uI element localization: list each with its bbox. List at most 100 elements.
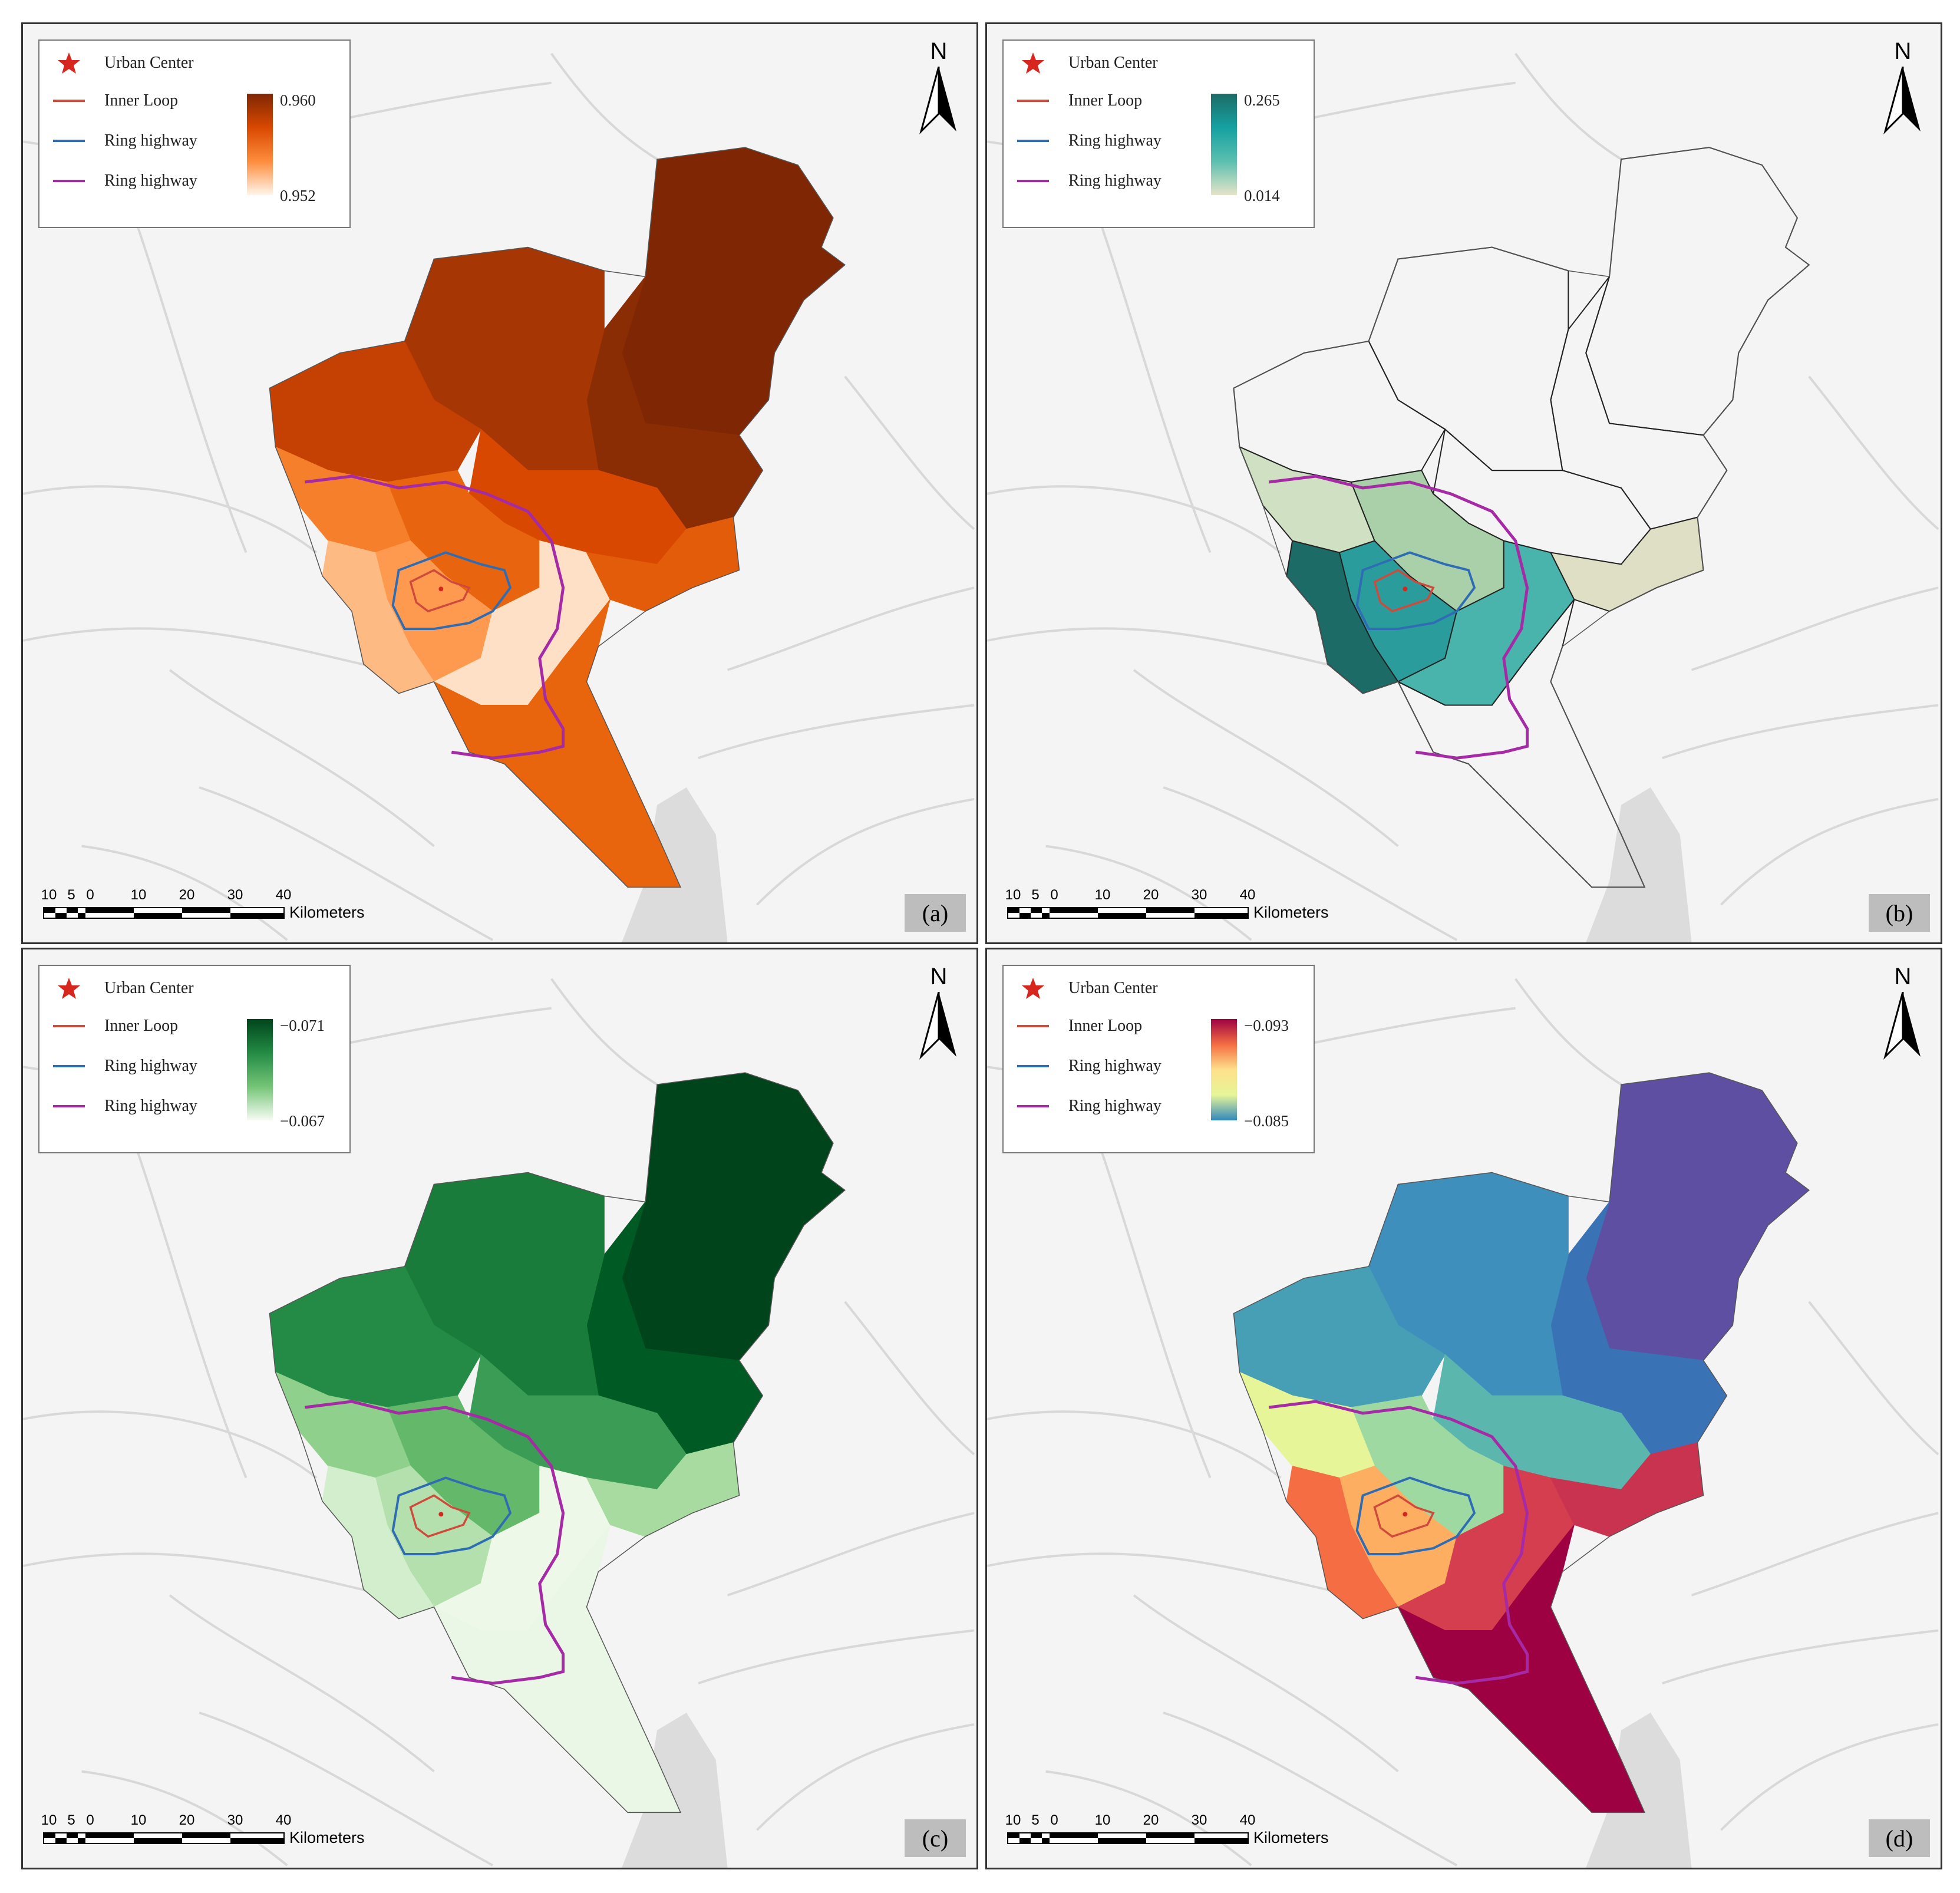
ring-highway-outer: [304, 1400, 565, 1685]
legend-item-ring-highway-inner: Ring highway: [51, 1054, 197, 1078]
legend-item-ring-highway-inner: Ring highway: [51, 129, 197, 153]
scale-bar: 10 5 0 10 20 30 40 Kilometers: [36, 1812, 390, 1854]
color-ramp: [1211, 1019, 1237, 1120]
ring-highway-outer: [1268, 1400, 1529, 1685]
north-arrow-icon: [1879, 991, 1926, 1063]
map-panel-d: Urban Center Inner Loop Ring highway Ring h…: [985, 948, 1942, 1869]
scale-tick-label: 5: [67, 1812, 75, 1828]
scale-tick-label: 5: [1031, 887, 1040, 903]
scale-tick-label: 20: [179, 887, 195, 903]
ramp-min-label: 0.952: [280, 187, 316, 205]
district-regions: [1233, 147, 1810, 888]
study-area-outline: [269, 1072, 846, 1813]
urban-center-marker: [438, 586, 444, 592]
legend-item-urban-center: Urban Center: [1015, 977, 1158, 1000]
legend-item-inner-loop: Inner Loop: [1015, 89, 1142, 113]
legend-label: Inner Loop: [104, 1017, 179, 1035]
scale-tick-label: 5: [1031, 1812, 1040, 1828]
ramp-min-label: −0.085: [1244, 1112, 1289, 1130]
ramp-min-label: −0.067: [280, 1112, 325, 1130]
scale-tick-label: 0: [86, 1812, 94, 1828]
star-icon: [1015, 977, 1051, 1000]
scale-tick-label: 40: [275, 1812, 292, 1828]
scale-bar: 10 5 0 10 20 30 40 Kilometers: [36, 887, 390, 928]
legend-item-inner-loop: Inner Loop: [51, 89, 178, 113]
scale-tick-label: 10: [1094, 1812, 1111, 1828]
estuary-water: [1586, 787, 1692, 942]
scale-tick-label: 20: [1143, 887, 1159, 903]
basemap-roads: [987, 978, 1939, 1868]
color-ramp: [247, 94, 273, 195]
scale-unit-label: Kilometers: [1253, 903, 1329, 921]
legend-label: Ring highway: [104, 131, 197, 150]
estuary-water: [622, 1713, 728, 1868]
basemap-roads: [23, 52, 975, 942]
scale-bar: 10 5 0 10 20 30 40 Kilometers: [1000, 1812, 1354, 1854]
scale-tick-label: 10: [41, 1812, 57, 1828]
legend-label: Ring highway: [104, 172, 197, 190]
legend-item-ring-highway-outer: Ring highway: [1015, 1094, 1162, 1118]
district-regions: [269, 147, 846, 888]
estuary-water: [1586, 1713, 1692, 1868]
scale-bar-graphic: [1007, 907, 1249, 919]
north-label: N: [1894, 964, 1912, 990]
district-region: [1585, 1072, 1810, 1361]
scale-unit-label: Kilometers: [289, 1829, 365, 1846]
scale-tick-label: 30: [1191, 1812, 1207, 1828]
scale-tick-label: 0: [86, 887, 94, 903]
ring-highway-inner: [391, 1476, 512, 1556]
line-symbol-icon: [51, 89, 87, 113]
scale-tick-label: 40: [275, 887, 292, 903]
legend-item-inner-loop: Inner Loop: [1015, 1014, 1142, 1038]
line-symbol-icon: [1015, 169, 1051, 193]
map-panel-b: Urban Center Inner Loop Ring highway Ring h…: [985, 22, 1942, 944]
district-region: [1549, 516, 1704, 612]
ring-highway-inner: [1355, 1476, 1476, 1556]
ramp-max-label: 0.265: [1244, 91, 1280, 109]
line-symbol-icon: [1015, 1014, 1051, 1038]
district-region: [1368, 246, 1569, 471]
north-arrow: N: [1879, 38, 1926, 138]
line-symbol-icon: [51, 169, 87, 193]
scale-tick-label: 30: [1191, 887, 1207, 903]
ring-highway-outer: [1268, 474, 1529, 760]
legend-item-ring-highway-outer: Ring highway: [51, 1094, 197, 1118]
district-region: [1550, 276, 1728, 530]
inner-loop: [1373, 1494, 1435, 1538]
legend-label: Ring highway: [1068, 172, 1162, 190]
legend-item-ring-highway-outer: Ring highway: [51, 169, 197, 193]
legend-label: Ring highway: [104, 1097, 197, 1115]
legend-label: Inner Loop: [1068, 91, 1143, 110]
ring-highway-inner: [391, 551, 512, 631]
map-legend: Urban Center Inner Loop Ring highway Ring h…: [1002, 39, 1315, 228]
map-canvas: [987, 52, 1939, 942]
legend-label: Ring highway: [1068, 1097, 1162, 1115]
scale-bar-graphic: [43, 1832, 285, 1844]
scale-tick-label: 20: [1143, 1812, 1159, 1828]
scale-tick-label: 10: [1094, 887, 1111, 903]
scale-tick-label: 10: [1005, 887, 1021, 903]
north-arrow: N: [915, 964, 962, 1064]
legend-item-ring-highway-inner: Ring highway: [1015, 129, 1162, 153]
study-area-outline: [269, 147, 846, 888]
color-ramp: [247, 1019, 273, 1120]
map-legend: Urban Center Inner Loop Ring highway Ring h…: [38, 39, 351, 228]
urban-center-marker: [438, 1512, 444, 1517]
scale-tick-label: 0: [1050, 1812, 1058, 1828]
district-regions: [1233, 1072, 1810, 1813]
line-symbol-icon: [51, 1014, 87, 1038]
north-label: N: [930, 38, 948, 64]
north-label: N: [930, 964, 948, 990]
panel-label-a: (a): [905, 894, 966, 932]
basemap-roads: [23, 978, 975, 1868]
inner-loop: [1373, 569, 1435, 613]
line-symbol-icon: [1015, 89, 1051, 113]
ramp-max-label: 0.960: [280, 91, 316, 109]
legend-label: Ring highway: [1068, 131, 1162, 150]
legend-item-urban-center: Urban Center: [51, 51, 194, 75]
line-symbol-icon: [51, 1054, 87, 1078]
map-legend: Urban Center Inner Loop Ring highway Ring h…: [1002, 965, 1315, 1153]
map-canvas: [23, 52, 975, 942]
line-symbol-icon: [1015, 1054, 1051, 1078]
scale-tick-label: 40: [1239, 1812, 1256, 1828]
